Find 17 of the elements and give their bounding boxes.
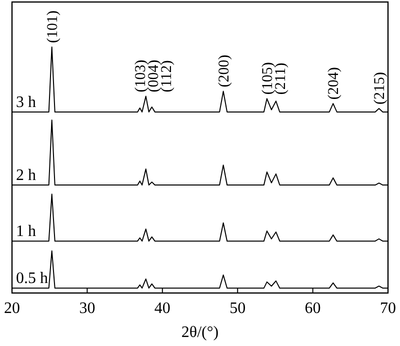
x-axis-title: 2θ/(°) (181, 324, 219, 341)
x-tick-label: 30 (79, 300, 96, 317)
x-tick-label: 50 (230, 300, 246, 317)
x-tick-label: 20 (4, 300, 20, 317)
series-label: 1 h (16, 223, 36, 240)
x-tick-label: 70 (380, 300, 396, 317)
annotation: (200) (216, 54, 232, 88)
x-tick-label: 60 (304, 300, 321, 317)
series-label: 3 h (16, 94, 36, 111)
annotation: (101) (44, 10, 61, 43)
series-label: 2 h (16, 167, 36, 184)
annotation: (215) (372, 72, 388, 104)
series-label: 0.5 h (16, 270, 48, 288)
x-tick-label: 40 (154, 300, 170, 317)
annotation: (105) (260, 62, 276, 95)
annotation: (204) (326, 67, 342, 100)
annotation: (103) (132, 60, 149, 92)
